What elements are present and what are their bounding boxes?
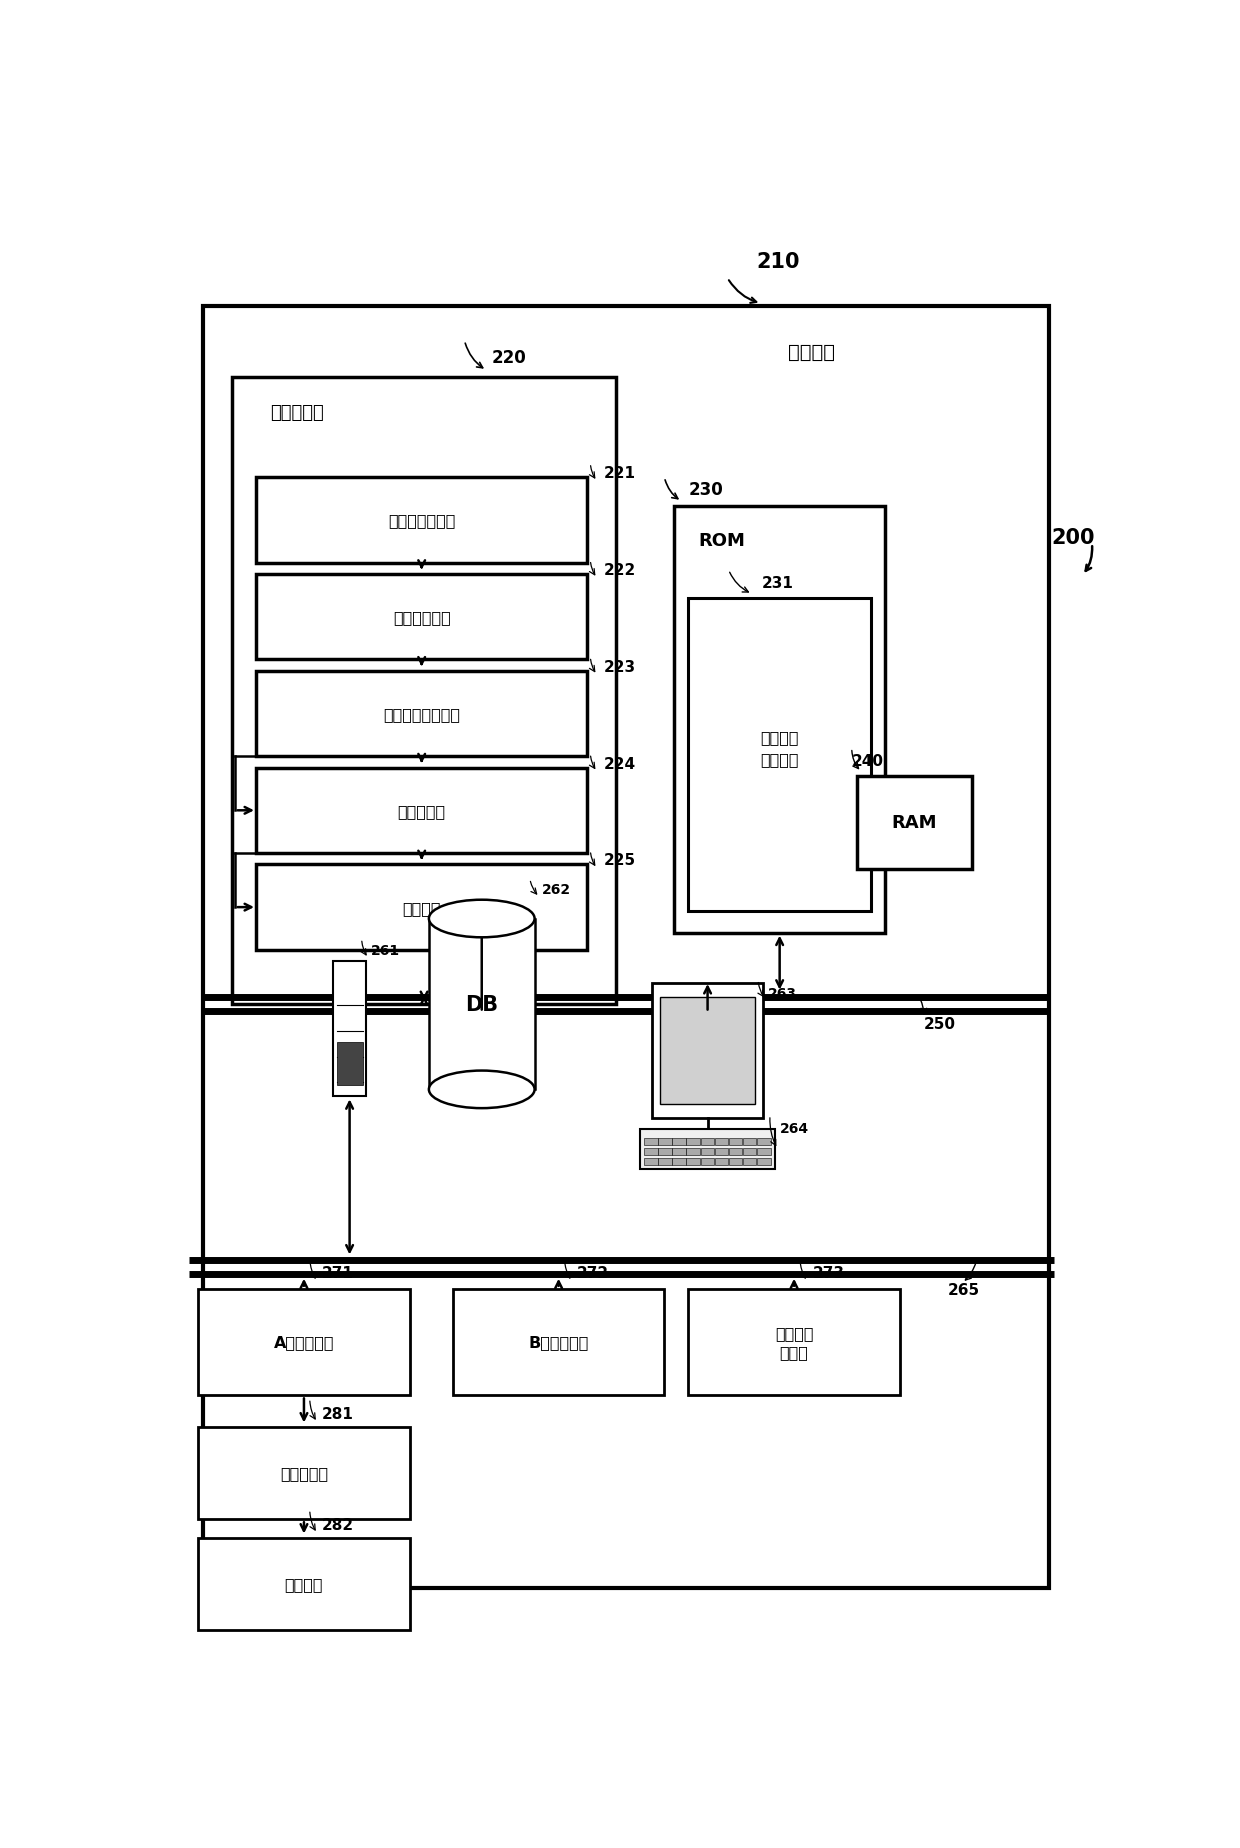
Text: 装置主体: 装置主体 [789, 342, 836, 362]
FancyBboxPatch shape [429, 918, 534, 1090]
Text: 222: 222 [604, 562, 636, 578]
Text: 发电买电量决定部: 发电买电量决定部 [383, 706, 460, 721]
FancyBboxPatch shape [729, 1148, 743, 1155]
FancyBboxPatch shape [743, 1159, 756, 1166]
Text: 生产计划取得部: 生产计划取得部 [388, 514, 455, 529]
FancyBboxPatch shape [672, 1159, 686, 1166]
Text: 230: 230 [688, 480, 723, 499]
Text: B工厂服务器: B工厂服务器 [528, 1334, 589, 1349]
FancyBboxPatch shape [756, 1138, 770, 1146]
FancyBboxPatch shape [255, 575, 588, 660]
FancyBboxPatch shape [198, 1290, 409, 1395]
FancyBboxPatch shape [255, 479, 588, 564]
FancyBboxPatch shape [743, 1148, 756, 1155]
Text: 223: 223 [604, 660, 636, 675]
Text: 可视化部: 可视化部 [403, 900, 441, 915]
FancyBboxPatch shape [640, 1129, 775, 1170]
FancyBboxPatch shape [714, 1159, 728, 1166]
FancyBboxPatch shape [729, 1138, 743, 1146]
Text: 210: 210 [756, 251, 800, 272]
FancyBboxPatch shape [658, 1148, 672, 1155]
FancyBboxPatch shape [232, 379, 616, 1005]
Text: DB: DB [465, 994, 498, 1015]
FancyBboxPatch shape [255, 671, 588, 758]
Text: 250: 250 [924, 1016, 956, 1031]
FancyBboxPatch shape [652, 983, 763, 1118]
FancyBboxPatch shape [203, 307, 1049, 1587]
FancyBboxPatch shape [756, 1148, 770, 1155]
Text: 能量管理
服务器: 能量管理 服务器 [775, 1325, 813, 1360]
Text: 272: 272 [577, 1266, 609, 1281]
Text: 261: 261 [371, 944, 401, 957]
FancyBboxPatch shape [714, 1148, 728, 1155]
Text: 221: 221 [604, 466, 636, 480]
Text: 231: 231 [761, 575, 794, 591]
FancyBboxPatch shape [198, 1427, 409, 1519]
FancyBboxPatch shape [255, 769, 588, 854]
Text: 282: 282 [322, 1517, 355, 1532]
FancyBboxPatch shape [857, 776, 972, 869]
Text: 制造设备: 制造设备 [285, 1576, 324, 1591]
FancyBboxPatch shape [658, 1138, 672, 1146]
Ellipse shape [429, 900, 534, 937]
Text: 220: 220 [491, 349, 526, 368]
Text: 电力量预测部: 电力量预测部 [393, 610, 450, 625]
Text: 265: 265 [947, 1283, 980, 1297]
Text: A工厂服务器: A工厂服务器 [274, 1334, 335, 1349]
Text: 224: 224 [604, 756, 636, 771]
FancyBboxPatch shape [675, 506, 885, 933]
FancyBboxPatch shape [672, 1148, 686, 1155]
Text: 262: 262 [542, 881, 572, 896]
FancyBboxPatch shape [687, 1138, 701, 1146]
FancyBboxPatch shape [687, 1159, 701, 1166]
Text: 281: 281 [322, 1406, 355, 1421]
FancyBboxPatch shape [688, 599, 870, 911]
Text: 200: 200 [1052, 529, 1095, 547]
FancyBboxPatch shape [198, 1538, 409, 1630]
Text: 运算处理部: 运算处理部 [270, 405, 324, 421]
FancyBboxPatch shape [658, 1159, 672, 1166]
Text: 警报通知部: 警报通知部 [398, 804, 445, 819]
FancyBboxPatch shape [644, 1148, 657, 1155]
FancyBboxPatch shape [644, 1159, 657, 1166]
Text: RAM: RAM [892, 813, 937, 832]
FancyBboxPatch shape [729, 1159, 743, 1166]
FancyBboxPatch shape [714, 1138, 728, 1146]
FancyBboxPatch shape [453, 1290, 665, 1395]
Text: 过程计算机: 过程计算机 [280, 1465, 329, 1480]
FancyBboxPatch shape [332, 961, 367, 1098]
FancyBboxPatch shape [672, 1138, 686, 1146]
FancyBboxPatch shape [701, 1138, 714, 1146]
FancyBboxPatch shape [743, 1138, 756, 1146]
Text: 225: 225 [604, 854, 636, 869]
Text: 电力供需
指导程序: 电力供需 指导程序 [760, 730, 799, 767]
Text: 273: 273 [812, 1266, 844, 1281]
FancyBboxPatch shape [701, 1148, 714, 1155]
Text: 264: 264 [780, 1122, 808, 1135]
FancyBboxPatch shape [644, 1138, 657, 1146]
Text: 271: 271 [322, 1266, 355, 1281]
FancyBboxPatch shape [756, 1159, 770, 1166]
Text: 240: 240 [852, 754, 884, 769]
Ellipse shape [429, 1072, 534, 1109]
FancyBboxPatch shape [660, 998, 755, 1103]
FancyBboxPatch shape [255, 865, 588, 950]
FancyBboxPatch shape [336, 1042, 362, 1085]
FancyBboxPatch shape [687, 1148, 701, 1155]
Text: ROM: ROM [698, 532, 745, 551]
FancyBboxPatch shape [688, 1290, 900, 1395]
Text: 263: 263 [768, 987, 796, 1000]
FancyBboxPatch shape [701, 1159, 714, 1166]
